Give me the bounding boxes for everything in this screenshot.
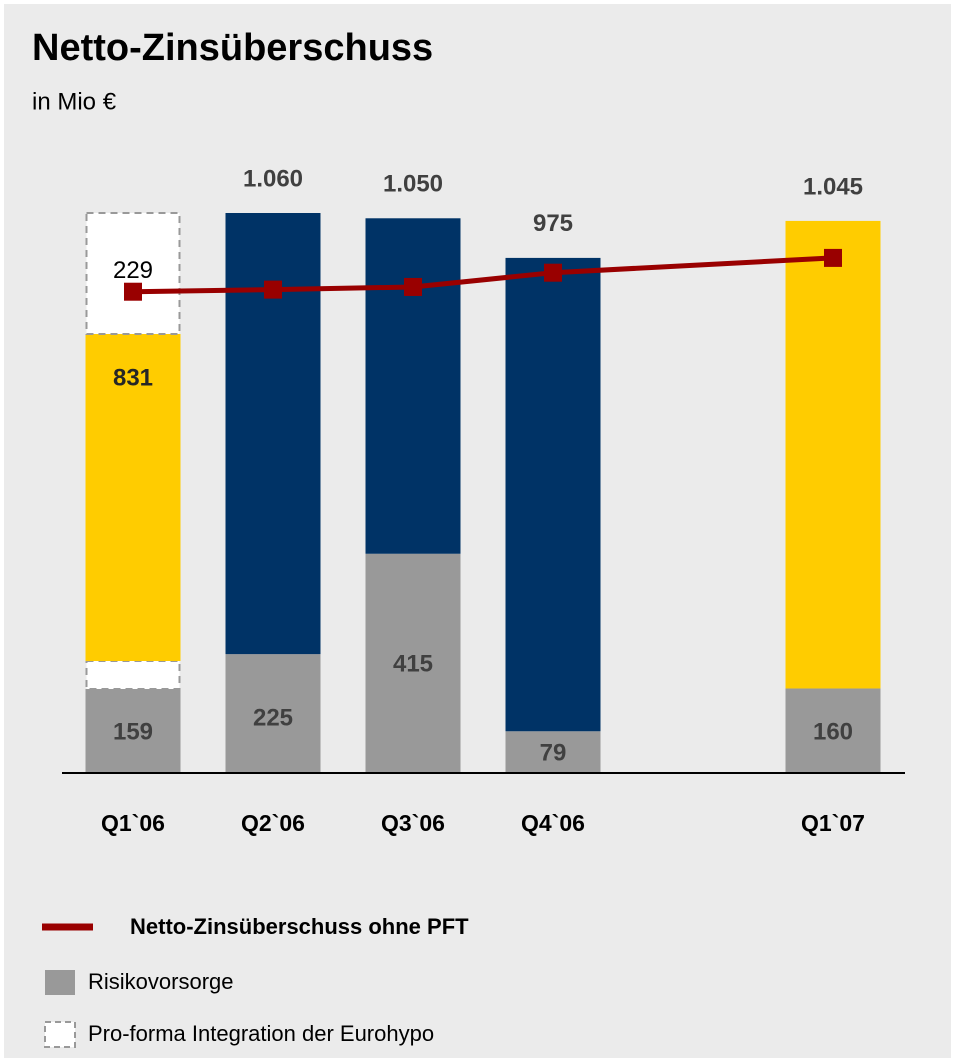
bar-segment [225,213,321,655]
bar-segment [505,731,601,773]
risk-label: 159 [113,718,153,745]
line-marker [544,263,562,282]
bar-segment [225,654,321,773]
risk-label: 160 [813,718,853,745]
bar-segment [365,218,461,554]
total-label: 1.050 [383,171,443,198]
total-label: 831 [113,364,153,391]
pro-forma-segment [85,212,181,335]
bar-segment [785,688,881,773]
line-marker [404,277,422,296]
total-label: 1.060 [243,165,303,192]
legend-swatch [45,970,75,995]
risk-label: 415 [393,650,433,677]
legend-label: Netto-Zinsüberschuss ohne PFT [130,914,469,939]
bar-segment [85,689,181,773]
x-tick-label: Q1`07 [801,810,865,836]
pro-forma-segment [85,660,181,690]
chart-subtitle: in Mio € [32,88,117,115]
legend-label: Pro-forma Integration der Eurohypo [88,1021,434,1046]
bar-segment [785,220,881,689]
x-tick-label: Q2`06 [241,810,305,836]
legend-swatch [44,1021,76,1048]
bar-segment [505,257,601,732]
bar-segment [85,333,181,661]
legend-label: Risikovorsorge [88,969,234,994]
total-label: 975 [533,210,573,237]
x-tick-label: Q1`06 [101,810,165,836]
bar-segment [365,553,461,773]
pro-forma-label: 229 [113,257,153,284]
x-tick-label: Q4`06 [521,810,585,836]
x-tick-label: Q3`06 [381,810,445,836]
line-marker [264,280,282,299]
risk-label: 225 [253,704,293,731]
total-label: 1.045 [803,173,863,200]
line-marker [124,282,142,301]
chart-title: Netto-Zinsüberschuss [32,27,433,69]
risk-label: 79 [540,739,567,766]
line-marker [824,248,842,267]
